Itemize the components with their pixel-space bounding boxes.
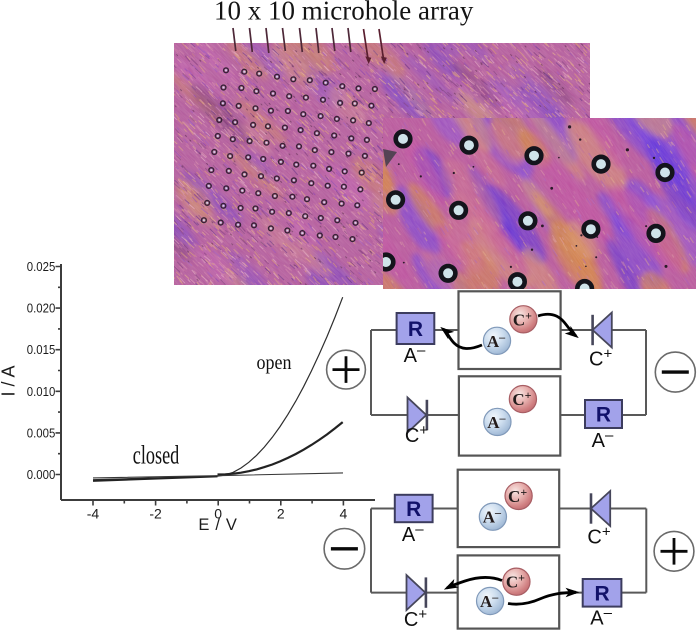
svg-text:E / V: E / V bbox=[198, 516, 237, 534]
svg-text:I / A: I / A bbox=[0, 365, 19, 396]
svg-text:2: 2 bbox=[277, 506, 285, 522]
svg-text:0.005: 0.005 bbox=[27, 425, 56, 440]
svg-text:-2: -2 bbox=[149, 506, 162, 522]
svg-text:0: 0 bbox=[214, 506, 222, 522]
svg-text:closed: closed bbox=[133, 441, 180, 470]
svg-text:R: R bbox=[406, 498, 421, 521]
svg-text:10 x 10 microhole array: 10 x 10 microhole array bbox=[214, 0, 474, 26]
svg-text:R: R bbox=[595, 582, 610, 605]
svg-text:0.000: 0.000 bbox=[27, 467, 56, 482]
svg-text:R: R bbox=[408, 318, 423, 341]
svg-text:open: open bbox=[257, 352, 292, 374]
svg-text:4: 4 bbox=[340, 506, 348, 522]
svg-text:0.025: 0.025 bbox=[27, 259, 56, 274]
svg-text:-4: -4 bbox=[87, 506, 100, 522]
svg-text:0.010: 0.010 bbox=[27, 384, 56, 399]
svg-text:R: R bbox=[596, 404, 611, 427]
svg-text:0.015: 0.015 bbox=[27, 342, 56, 357]
svg-text:0.020: 0.020 bbox=[27, 301, 56, 316]
